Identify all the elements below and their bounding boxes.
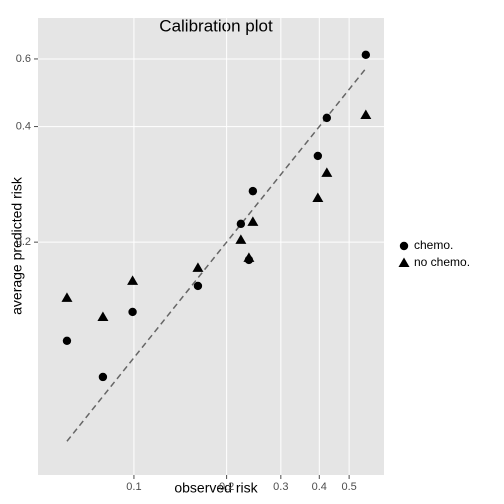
triangle-point bbox=[243, 252, 255, 262]
circle-point bbox=[98, 372, 108, 382]
triangle-point bbox=[360, 109, 372, 120]
x-tick-label: 0.1 bbox=[126, 481, 141, 493]
circle-point bbox=[322, 113, 332, 123]
chart-title: Calibration plot bbox=[159, 16, 273, 35]
circle-point bbox=[399, 241, 409, 251]
y-tick-label: 0.6 bbox=[16, 53, 31, 65]
legend-label: chemo. bbox=[414, 238, 453, 252]
triangle-point bbox=[321, 167, 333, 177]
x-tick-label: 0.4 bbox=[312, 481, 327, 493]
y-axis-title: average predicted risk bbox=[9, 176, 25, 315]
triangle-point bbox=[312, 192, 324, 202]
triangle-point bbox=[398, 257, 410, 267]
triangle-point bbox=[192, 262, 204, 272]
x-tick-label: 0.5 bbox=[341, 481, 356, 493]
x-tick-label: 0.2 bbox=[219, 481, 234, 493]
circle-point bbox=[236, 219, 246, 229]
x-axis-title: observed risk bbox=[174, 480, 258, 496]
y-tick-label: 0.4 bbox=[16, 120, 31, 132]
circle-point bbox=[248, 186, 258, 196]
triangle-point bbox=[61, 292, 73, 302]
triangle-point bbox=[235, 234, 247, 244]
triangle-point bbox=[247, 216, 259, 226]
x-tick-label: 0.3 bbox=[273, 481, 288, 493]
triangle-point bbox=[127, 275, 139, 285]
circle-point bbox=[361, 50, 371, 60]
circle-point bbox=[128, 307, 137, 317]
y-tick-label: 0.2 bbox=[16, 236, 31, 248]
circle-point bbox=[193, 281, 203, 291]
legend-label: no chemo. bbox=[414, 255, 470, 269]
panel bbox=[38, 18, 384, 475]
triangle-point bbox=[97, 311, 109, 321]
circle-point bbox=[62, 336, 72, 345]
circle-point bbox=[313, 151, 323, 161]
